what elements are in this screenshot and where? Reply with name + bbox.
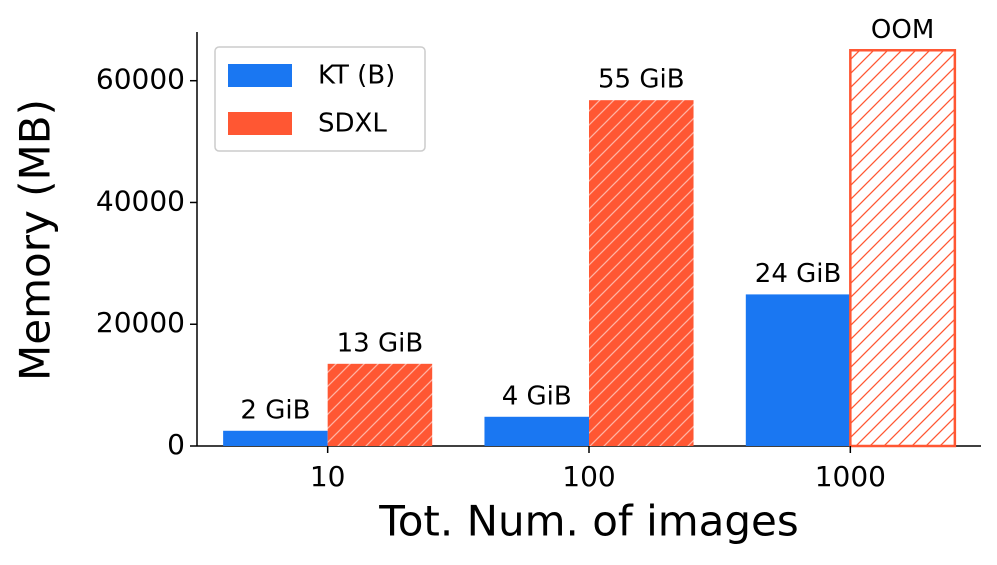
value-label: 24 GiB [755, 259, 842, 289]
x-tick-label: 1000 [815, 460, 886, 493]
y-tick-label: 0 [167, 428, 185, 461]
legend-label: KT (B) [318, 61, 395, 91]
value-label: OOM [871, 15, 934, 45]
y-axis-label: Memory (MB) [11, 99, 60, 381]
bar [484, 416, 589, 446]
value-label: 2 GiB [240, 395, 310, 425]
value-label: 13 GiB [337, 328, 424, 358]
y-tick-label: 60000 [96, 63, 185, 96]
x-tick-label: 10 [310, 460, 346, 493]
legend-swatch [228, 112, 292, 135]
bar [745, 294, 851, 446]
value-label: 4 GiB [502, 381, 572, 411]
bar [327, 363, 433, 446]
value-label: 55 GiB [598, 65, 685, 95]
y-tick-label: 40000 [96, 184, 185, 217]
y-tick-label: 20000 [96, 306, 185, 339]
legend-label: SDXL [318, 109, 387, 139]
x-tick-label: 100 [562, 460, 615, 493]
bar [589, 100, 694, 446]
bar [849, 49, 957, 448]
legend-swatch [228, 64, 292, 87]
legend: KT (B) SDXL [214, 46, 426, 152]
x-axis-label: Tot. Num. of images [378, 497, 799, 546]
bar [223, 430, 328, 446]
